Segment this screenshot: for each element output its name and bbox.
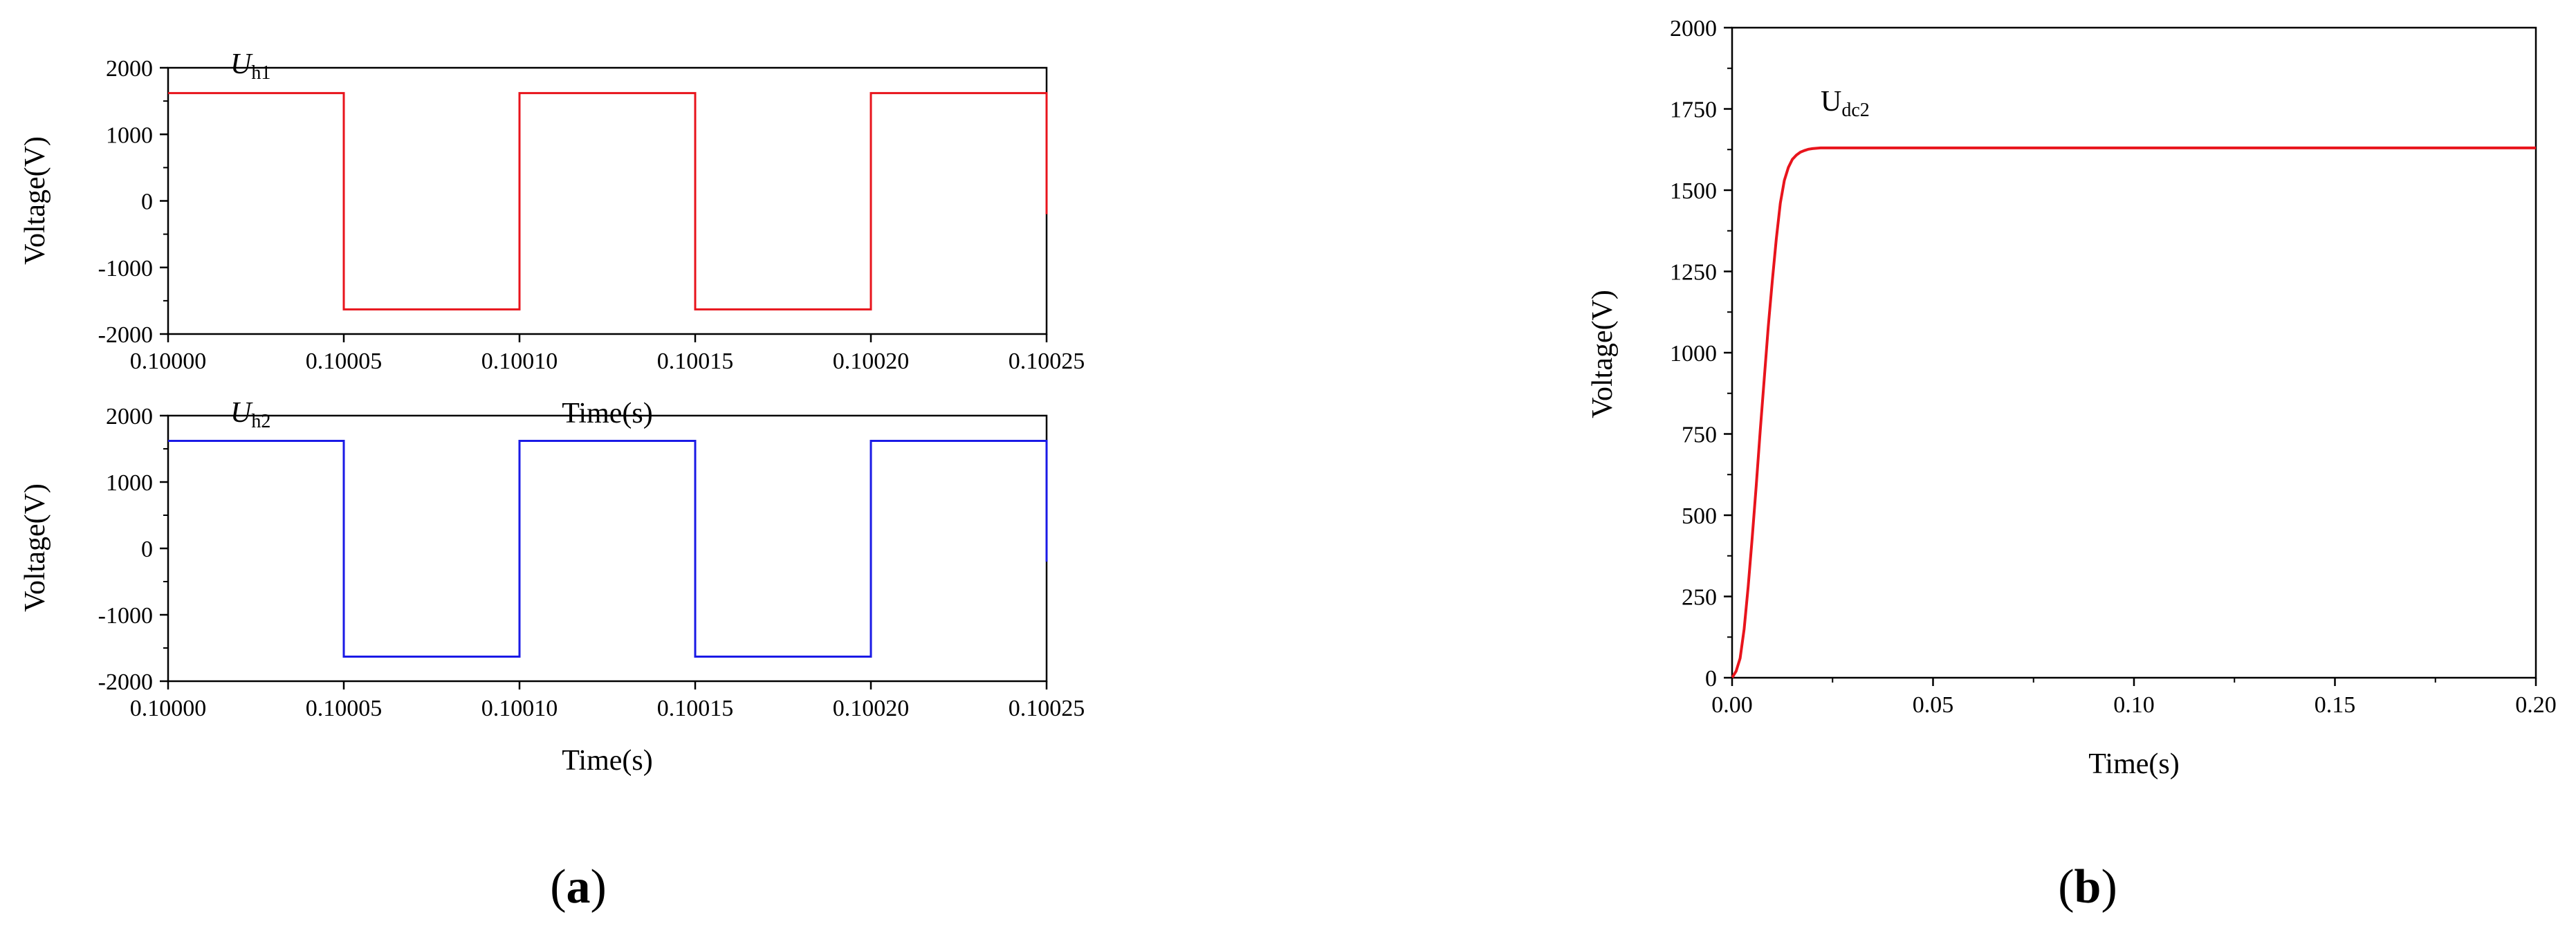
y-tick-label: 0 [141, 537, 153, 562]
series-label-sub: h1 [251, 62, 270, 84]
y-tick-label: -1000 [98, 256, 153, 281]
x-tick-label: 0.15 [2315, 692, 2356, 718]
y-tick-label: 2000 [106, 56, 153, 82]
panel-label-b: (b) [2058, 860, 2117, 914]
series-label-uh2: Uh2 [230, 397, 270, 432]
series-label-sub: dc2 [1841, 100, 1869, 121]
x-tick-label: 0.10015 [657, 349, 734, 374]
x-tick-label: 0.05 [1913, 692, 1954, 718]
series-label-base: U [230, 397, 253, 429]
y-ticks-udc2: 0 250 500 750 1000 1250 1500 1750 2000 [1670, 16, 1732, 692]
x-tick-label: 0.20 [2515, 692, 2557, 718]
panel-label-a: (a) [550, 860, 607, 914]
x-tick-label: 0.10015 [657, 696, 734, 721]
y-tick-label: 1750 [1670, 98, 1717, 123]
y-tick-label: 1000 [1670, 341, 1717, 367]
x-axis-label-uh1: Time(s) [562, 398, 652, 429]
x-tick-label: 0.10 [2113, 692, 2155, 718]
series-line-uh2 [168, 439, 1048, 658]
x-ticks-uh2: 0.10000 0.10005 0.10010 0.10015 0.10020 0.100… [130, 681, 1085, 721]
plot-area-uh2 [167, 414, 1048, 683]
y-tick-label: 1000 [106, 470, 153, 496]
y-tick-label: 1500 [1670, 178, 1717, 204]
plot-area-uh1 [167, 66, 1048, 335]
x-tick-label: 0.10020 [833, 696, 910, 721]
x-tick-label: 0.10025 [1009, 696, 1085, 721]
y-tick-label: 250 [1682, 585, 1717, 611]
x-tick-label: 0.10005 [306, 696, 383, 721]
series-label-sub: h2 [251, 411, 270, 432]
x-tick-label: 0.00 [1711, 692, 1753, 718]
series-label-uh1: Uh1 [230, 48, 270, 84]
y-ticks-uh2: -2000 -1000 0 1000 2000 [98, 404, 168, 695]
x-tick-label: 0.10000 [130, 349, 207, 374]
y-tick-label: 2000 [106, 404, 153, 429]
y-axis-label-udc2: Voltage(V) [1587, 290, 1619, 418]
x-tick-label: 0.10005 [306, 349, 383, 374]
series-label-base: U [230, 48, 253, 80]
x-ticks-udc2: 0.00 0.05 0.10 0.15 0.20 [1711, 678, 2557, 718]
y-tick-label: 0 [1705, 666, 1717, 692]
y-tick-label: -2000 [98, 322, 153, 348]
series-line-uh1 [168, 92, 1048, 311]
x-tick-label: 0.10010 [481, 696, 558, 721]
x-tick-label: 0.10025 [1009, 349, 1085, 374]
y-axis-label-uh1: Voltage(V) [19, 136, 51, 265]
x-ticks-uh1: 0.10000 0.10005 0.10010 0.10015 0.10020 0.100… [130, 334, 1085, 374]
y-tick-label: 750 [1682, 423, 1717, 448]
y-tick-label: 500 [1682, 503, 1717, 529]
plot-frame [1731, 26, 2537, 679]
x-axis-label-uh2: Time(s) [562, 745, 652, 777]
chart-uh1: -2000 -1000 0 1000 2000 0.10000 0.10005 0.1001… [19, 48, 1085, 429]
plot-frame [167, 414, 1048, 683]
x-tick-label: 0.10000 [130, 696, 207, 721]
y-axis-label-uh2: Voltage(V) [19, 483, 51, 612]
y-ticks-uh1: -2000 -1000 0 1000 2000 [98, 56, 168, 348]
plot-area-udc2 [1731, 26, 2537, 679]
series-label-base: U [1821, 86, 1841, 118]
y-tick-label: -2000 [98, 669, 153, 695]
plot-frame [167, 66, 1048, 335]
x-tick-label: 0.10010 [481, 349, 558, 374]
y-tick-label: -1000 [98, 603, 153, 629]
series-label-udc2: Udc2 [1821, 86, 1870, 121]
y-tick-label: 1000 [106, 122, 153, 148]
y-tick-label: 0 [141, 189, 153, 215]
x-axis-label-udc2: Time(s) [2088, 748, 2179, 780]
x-tick-label: 0.10020 [833, 349, 910, 374]
y-tick-label: 2000 [1670, 16, 1717, 41]
chart-uh2: -2000 -1000 0 1000 2000 0.10000 0.10005 0.1001… [19, 397, 1085, 777]
y-tick-label: 1250 [1670, 260, 1717, 286]
series-line-udc2 [1731, 146, 2536, 679]
